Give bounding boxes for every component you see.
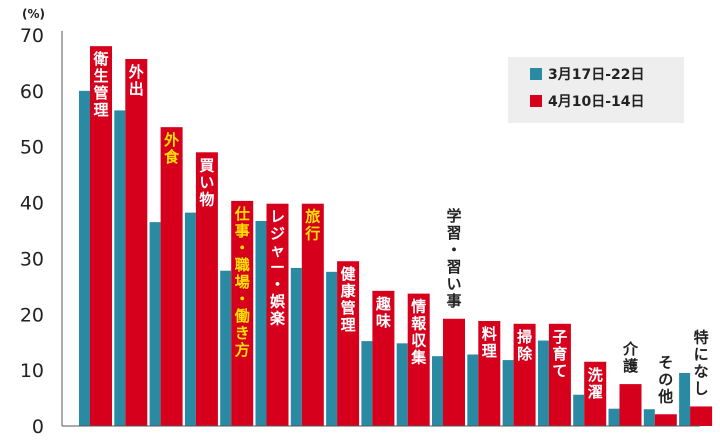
category-label: 特になし [694,328,709,397]
bar-series-2 [160,127,183,427]
bar-series-2 [372,290,395,426]
bar-series-1 [679,372,691,426]
bar-series-2 [231,200,254,426]
bar-series-2 [407,293,430,426]
category-label: 旅行 [304,208,320,243]
category-label: 掃除 [517,328,533,363]
bar-series-1 [432,356,443,426]
bar-series-1 [79,90,90,426]
bar-series-1 [220,270,232,426]
legend-swatch-series-1 [530,68,542,80]
bar-series-1 [537,340,549,426]
bar-series-2 [584,361,607,426]
bar-series-1 [608,408,620,426]
bar-series-1 [290,267,302,426]
bars [79,46,713,427]
category-label: 介護 [622,340,639,375]
bar-series-2 [337,261,360,426]
bar-series-1 [114,110,126,427]
bar-series-2 [690,406,713,426]
bar-series-1 [184,212,196,426]
category-label: 子育て [552,328,567,380]
bar-series-2 [654,414,677,426]
bar-series-1 [502,360,514,426]
bar-series-2 [443,318,465,426]
y-axis-unit-label: (%) [22,7,45,21]
y-tick-label: 10 [20,360,44,382]
y-tick-label: 20 [20,304,44,326]
category-label: 趣味 [375,295,392,330]
category-label: 洗濯 [588,366,603,401]
bar-series-2 [266,203,289,426]
category-label: 情報収集 [410,298,427,367]
bar-series-1 [467,354,479,426]
bar-series-2 [301,203,324,426]
category-label: 料理 [482,325,497,360]
y-axis-ticks: 0 10 20 30 40 50 60 70 [20,25,44,438]
category-label: その他 [657,353,673,405]
bar-series-1 [149,222,161,426]
category-label: 仕事・職場・働き方 [234,205,250,359]
y-tick-label: 40 [20,193,44,215]
y-tick-label: 0 [32,416,44,438]
legend-label-series-2: 4月10日-14日 [548,94,645,110]
category-label: 健康管理 [341,265,357,334]
bar-series-1 [326,271,338,426]
bar-series-1 [573,394,585,426]
category-label: 外出 [128,63,144,98]
legend: 3月17日-22日 4月10日-14日 [508,57,684,123]
y-tick-label: 50 [20,137,44,159]
bar-series-2 [548,323,571,426]
category-label: 買い物 [199,156,214,208]
category-label: 衛生管理 [92,50,108,119]
bar-series-2 [195,152,218,427]
bar-series-2 [619,384,642,426]
y-tick-label: 70 [20,25,44,47]
y-tick-label: 60 [20,81,44,103]
bar-series-1 [396,343,408,426]
y-tick-label: 30 [20,248,44,270]
bar-series-1 [643,409,655,426]
bar-series-1 [255,221,267,426]
category-labels: 衛生管理 外出外食買い物仕事・職場・働き方 レジャー・娯楽 旅行健康管理 趣味 情報収集 学… [92,50,708,405]
legend-swatch-series-2 [530,95,542,107]
bar-series-2 [125,59,148,427]
category-label: 学習・習い事 [446,207,461,310]
legend-label-series-1: 3月17日-22日 [548,67,645,83]
bar-series-1 [361,341,373,426]
bar-series-2 [90,46,112,427]
bar-series-2 [513,323,536,426]
category-label: レジャー・娯楽 [270,208,286,328]
bar-series-2 [478,320,501,426]
category-label: 外食 [163,131,180,166]
